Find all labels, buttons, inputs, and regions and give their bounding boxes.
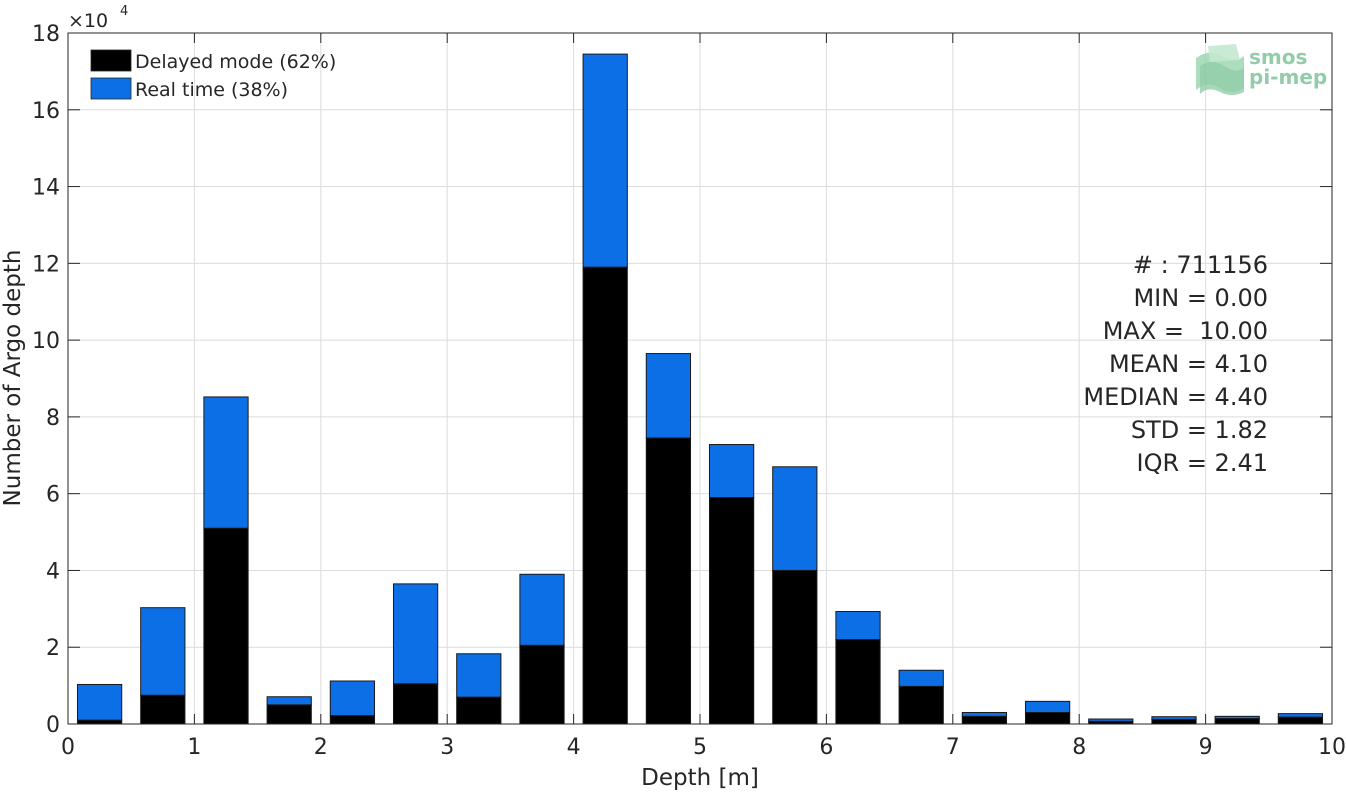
- bar-real-time: [266, 696, 312, 706]
- exponent-power: 4: [120, 4, 128, 19]
- bar-real-time: [1088, 718, 1134, 722]
- bar-delayed-mode: [1024, 711, 1071, 725]
- y-tick-labels: 0 2 4 6 8 10 12 14 16 18: [32, 22, 60, 738]
- y-tick-label: 14: [32, 176, 60, 201]
- bar-delayed-mode: [329, 715, 376, 725]
- bar-real-time: [772, 466, 818, 571]
- ticks: [67, 32, 1333, 725]
- x-tick-label: 6: [819, 735, 833, 760]
- legend-label-realtime: Real time (38%): [135, 79, 288, 101]
- bar-delayed-mode: [1214, 718, 1260, 725]
- y-tick-label: 8: [46, 406, 60, 431]
- y-tick-label: 0: [46, 713, 60, 738]
- bar-real-time: [329, 680, 376, 717]
- bar-real-time: [76, 683, 123, 721]
- stats-iqr: IQR = 2.41: [1137, 449, 1268, 477]
- bar-real-time: [582, 53, 628, 268]
- x-tick-label: 1: [187, 735, 201, 760]
- logo-wave-icon: [1196, 44, 1244, 95]
- bars: [76, 53, 1324, 725]
- smos-pi-mep-logo: smos pi-mep: [1196, 44, 1327, 95]
- stats-std: STD = 1.82: [1131, 416, 1268, 444]
- bar-real-time: [519, 573, 565, 646]
- bar-real-time: [456, 653, 502, 698]
- bar-delayed-mode: [582, 266, 628, 725]
- legend-label-delayed: Delayed mode (62%): [135, 51, 336, 73]
- bar-delayed-mode: [76, 719, 123, 725]
- bar-real-time: [708, 444, 755, 499]
- y-tick-label: 6: [46, 483, 60, 508]
- stats-min: MIN = 0.00: [1133, 284, 1268, 312]
- legend-swatch-delayed: [90, 49, 132, 72]
- bar-delayed-mode: [961, 715, 1008, 725]
- legend-swatch-realtime: [90, 77, 132, 100]
- bar-delayed-mode: [266, 704, 312, 725]
- y-tick-label: 4: [46, 559, 60, 584]
- bar-delayed-mode: [772, 569, 818, 725]
- x-tick-label: 3: [440, 735, 454, 760]
- y-tick-label: 12: [32, 252, 60, 277]
- x-tick-label: 4: [567, 735, 581, 760]
- exponent-base: ×10: [68, 10, 108, 32]
- bar-delayed-mode: [519, 644, 565, 725]
- bar-delayed-mode: [708, 497, 755, 725]
- bar-delayed-mode: [456, 696, 502, 725]
- bar-real-time: [898, 669, 944, 687]
- y-tick-label: 10: [32, 329, 60, 354]
- y-axis-label: Number of Argo depth: [0, 250, 26, 507]
- x-tick-label: 9: [1199, 735, 1213, 760]
- bar-delayed-mode: [645, 437, 692, 725]
- bar-delayed-mode: [835, 639, 881, 725]
- bar-delayed-mode: [1277, 716, 1324, 725]
- bar-real-time: [203, 396, 249, 529]
- stats-count: # : 711156: [1133, 251, 1268, 279]
- x-axis-label: Depth [m]: [641, 765, 759, 791]
- stats-median: MEDIAN = 4.40: [1083, 383, 1268, 411]
- stats-mean: MEAN = 4.10: [1109, 350, 1268, 378]
- bar-real-time: [1277, 713, 1324, 718]
- x-tick-label: 7: [946, 735, 960, 760]
- y-tick-label: 18: [32, 22, 60, 47]
- bar-real-time: [1151, 716, 1197, 720]
- bar-real-time: [140, 607, 186, 696]
- logo-line1: smos: [1249, 45, 1307, 69]
- x-tick-label: 0: [61, 735, 75, 760]
- bar-delayed-mode: [898, 685, 944, 725]
- bar-real-time: [1214, 715, 1260, 720]
- x-tick-label: 2: [314, 735, 328, 760]
- x-tick-labels: 0 1 2 3 4 5 6 7 8 9 10: [61, 735, 1346, 760]
- bar-real-time: [392, 583, 439, 685]
- x-tick-label: 5: [693, 735, 707, 760]
- y-tick-label: 16: [32, 99, 60, 124]
- bar-delayed-mode: [203, 527, 249, 725]
- bar-real-time: [835, 611, 881, 641]
- bar-delayed-mode: [1151, 718, 1197, 725]
- bar-delayed-mode: [392, 683, 439, 725]
- x-tick-label: 8: [1072, 735, 1086, 760]
- bar-real-time: [1024, 700, 1071, 713]
- y-tick-label: 2: [46, 636, 60, 661]
- stats-max: MAX = 10.00: [1103, 317, 1268, 345]
- bar-delayed-mode: [140, 694, 186, 725]
- legend: Delayed mode (62%) Real time (38%): [90, 49, 336, 101]
- bar-real-time: [961, 711, 1008, 717]
- logo-line2: pi-mep: [1249, 65, 1327, 89]
- x-tick-label: 10: [1318, 735, 1346, 760]
- stats-annotation: # : 711156 MIN = 0.00 MAX = 10.00 MEAN =…: [1083, 251, 1268, 477]
- bar-real-time: [645, 353, 692, 439]
